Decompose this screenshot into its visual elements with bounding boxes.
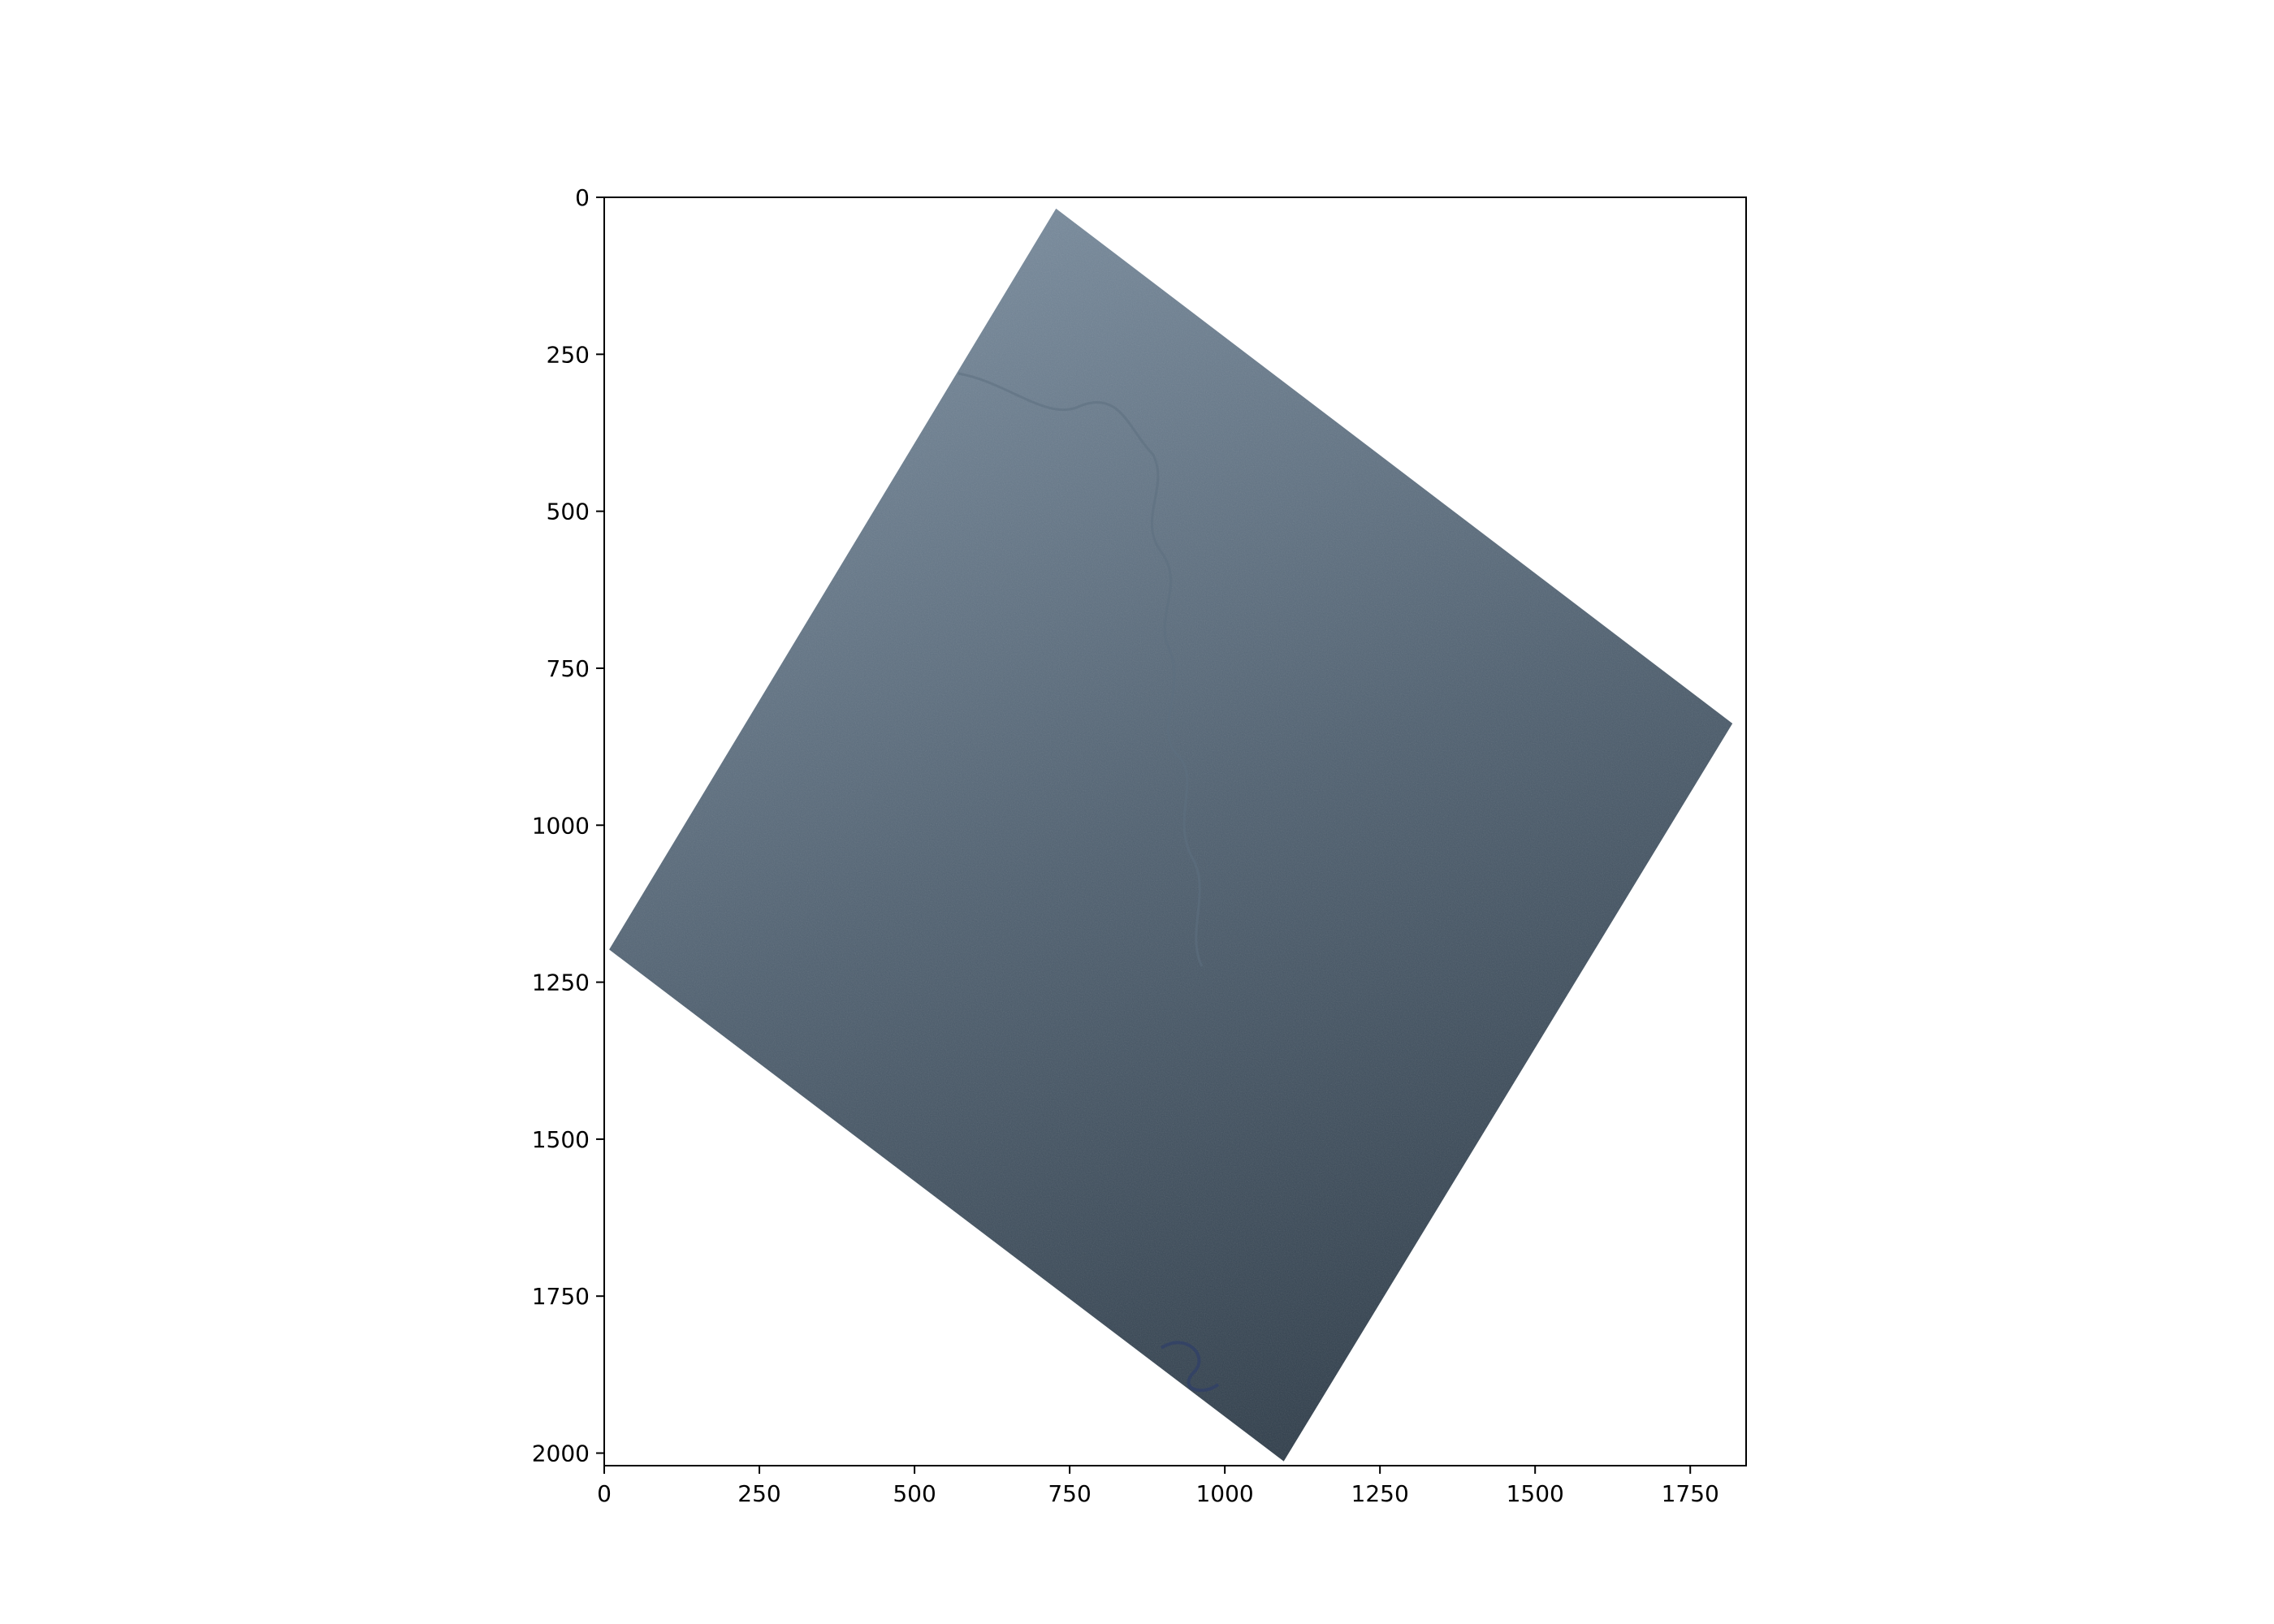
x-tick-label: 750	[1048, 1480, 1091, 1507]
x-axis: 0 250 500 750 1000 1250 1500 1750	[597, 1466, 1719, 1507]
y-tick-label: 1750	[532, 1283, 590, 1310]
y-tick-label: 1000	[532, 812, 590, 839]
y-tick-label: 1500	[532, 1126, 590, 1153]
y-tick-label: 250	[547, 341, 590, 368]
x-tick-label: 1500	[1507, 1480, 1564, 1507]
x-tick-label: 250	[737, 1480, 780, 1507]
x-tick-label: 1750	[1662, 1480, 1719, 1507]
x-tick-label: 500	[893, 1480, 936, 1507]
scene-texture	[609, 208, 1733, 1462]
x-tick-label: 0	[597, 1480, 612, 1507]
x-tick-label: 1250	[1351, 1480, 1409, 1507]
river	[1160, 1341, 1220, 1393]
y-tick-label: 1250	[532, 970, 590, 996]
y-tick-label: 500	[547, 499, 590, 525]
y-tick-label: 0	[575, 184, 590, 211]
y-tick-label: 2000	[532, 1440, 590, 1467]
satellite-scene	[609, 208, 1733, 1462]
river	[958, 372, 1204, 967]
x-tick-label: 1000	[1195, 1480, 1253, 1507]
y-tick-label: 750	[547, 655, 590, 682]
axes-frame	[603, 197, 1747, 1466]
axes: 0 250 500 750 1000 1250 1500 1750 0 250 500 750 100…	[532, 184, 1747, 1507]
y-axis: 0 250 500 750 1000 1250 1500 1750 2000	[532, 184, 604, 1467]
